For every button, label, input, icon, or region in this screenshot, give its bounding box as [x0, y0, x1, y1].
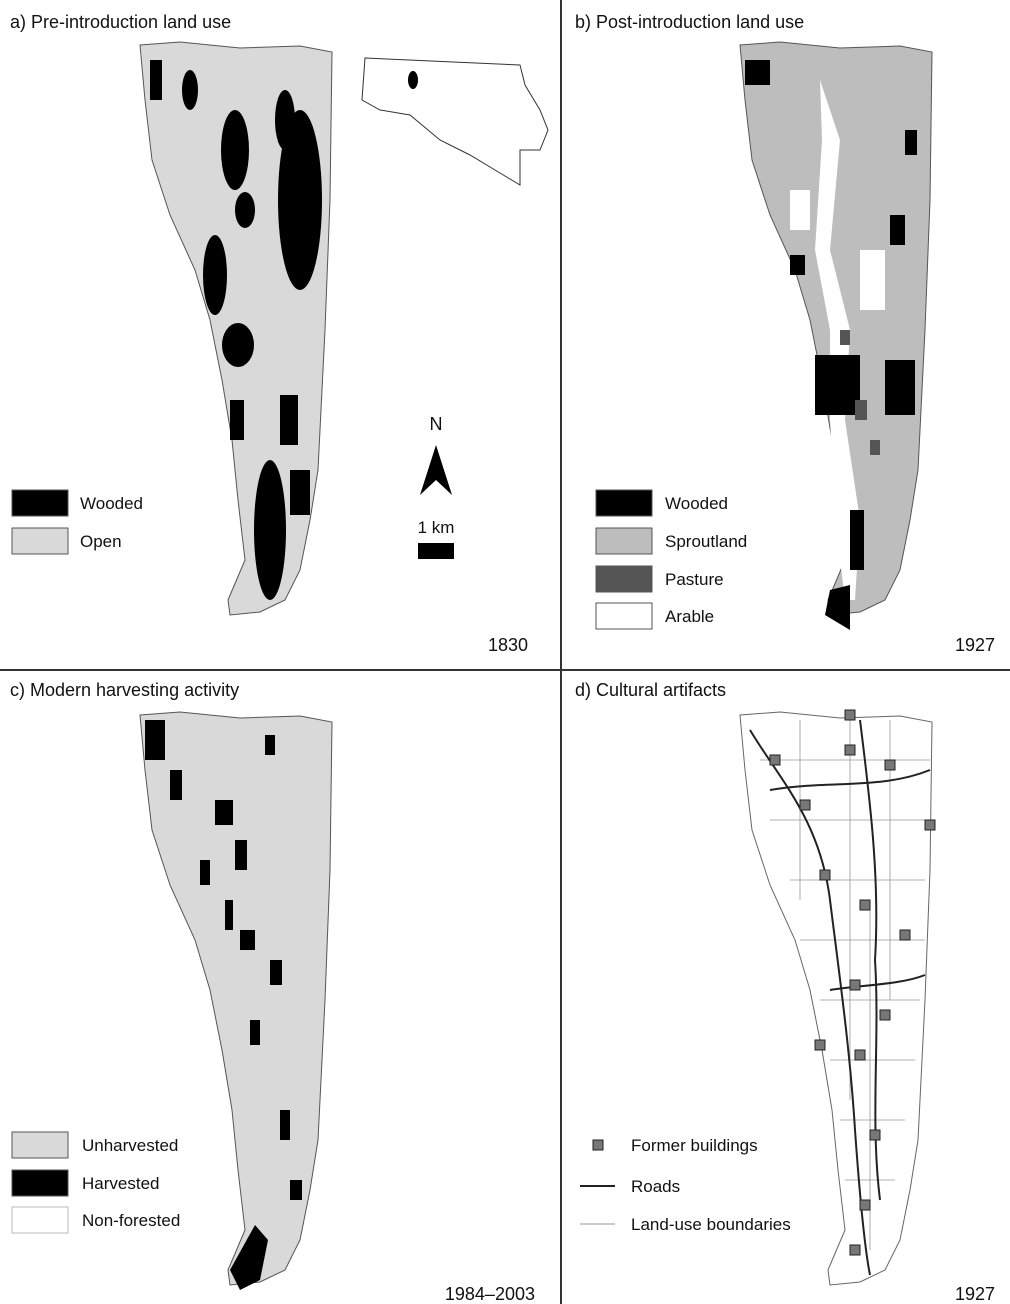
panel-title: c) Modern harvesting activity [10, 680, 239, 700]
legend-label: Open [80, 532, 122, 551]
legend-label: Pasture [665, 570, 724, 589]
land-outline [140, 712, 332, 1285]
scale-label: 1 km [418, 518, 455, 537]
legend-label: Sproutland [665, 532, 747, 551]
panel-title: b) Post-introduction land use [575, 12, 804, 32]
panel-title: d) Cultural artifacts [575, 680, 726, 700]
legend-swatch [596, 490, 652, 516]
panel-d: d) Cultural artifacts Former buildings R… [575, 680, 995, 1304]
legend-label: Unharvested [82, 1136, 178, 1155]
legend-swatch [12, 528, 68, 554]
legend-swatch [596, 566, 652, 592]
legend-swatch [596, 528, 652, 554]
legend-marker [593, 1140, 603, 1150]
legend-label: Wooded [665, 494, 728, 513]
year-label: 1927 [955, 635, 995, 655]
inset-location [408, 71, 418, 89]
panel-a: N 1 km a) Pre-introduction land use Wood… [10, 12, 548, 655]
panel-b: b) Post-introduction land use Wooded Spr… [575, 12, 995, 655]
legend-label: Land-use boundaries [631, 1215, 791, 1234]
legend-label: Arable [665, 607, 714, 626]
year-label: 1927 [955, 1284, 995, 1304]
year-label: 1830 [488, 635, 528, 655]
legend-swatch [12, 490, 68, 516]
inset-map [362, 58, 548, 185]
legend-swatch [596, 603, 652, 629]
scale-bar [418, 543, 454, 559]
legend-label: Non-forested [82, 1211, 180, 1230]
legend-label: Roads [631, 1177, 680, 1196]
figure: N 1 km a) Pre-introduction land use Wood… [0, 0, 1010, 1304]
panel-c: c) Modern harvesting activity Unharveste… [10, 680, 535, 1304]
legend-label: Former buildings [631, 1136, 758, 1155]
legend-label: Wooded [80, 494, 143, 513]
north-arrow [420, 445, 452, 495]
panel-title: a) Pre-introduction land use [10, 12, 231, 32]
legend-swatch [12, 1170, 68, 1196]
year-label: 1984–2003 [445, 1284, 535, 1304]
legend-swatch [12, 1132, 68, 1158]
legend-label: Harvested [82, 1174, 159, 1193]
land-outline [740, 712, 932, 1285]
north-label: N [430, 414, 443, 434]
legend-swatch [12, 1207, 68, 1233]
